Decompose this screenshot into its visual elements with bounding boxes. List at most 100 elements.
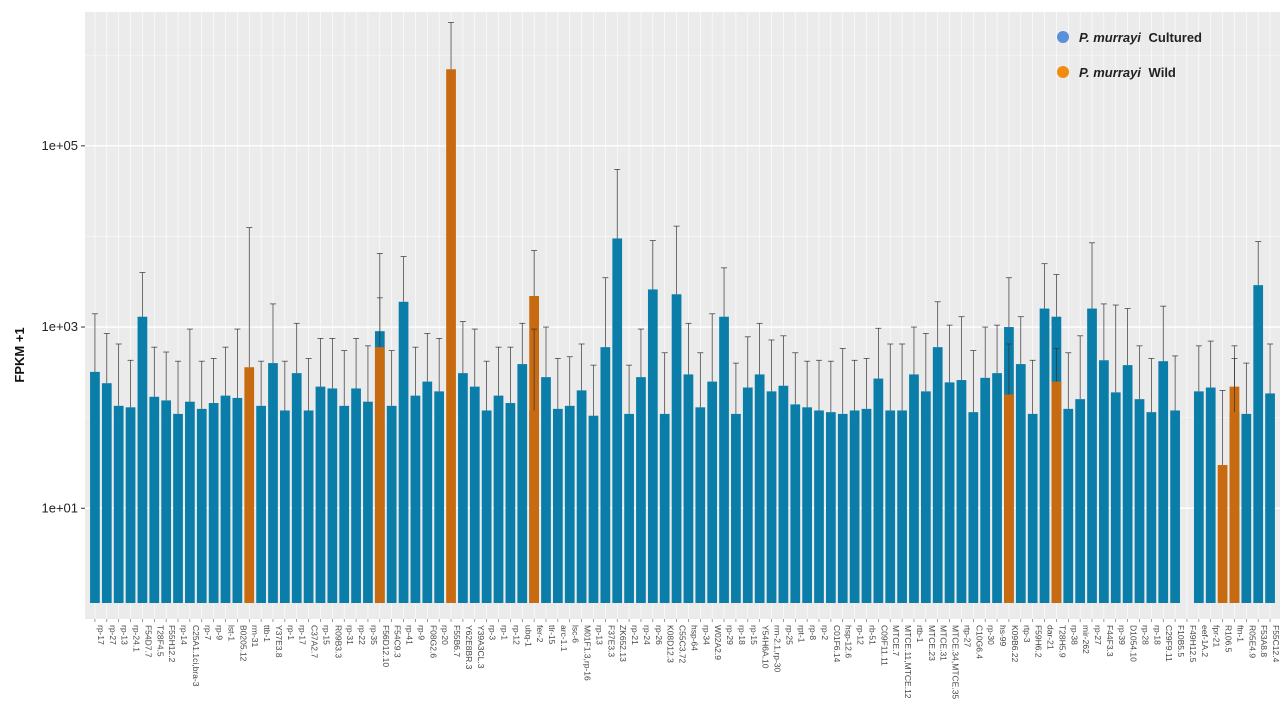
bar-cultured [505,403,516,603]
x-tick-label: rp-20 [440,625,450,645]
x-tick-label: C55C3.72 [678,625,688,664]
x-tick-label: F37E3.3 [606,625,616,657]
x-tick-label: tlr-15 [547,625,557,645]
bar-wild [1004,394,1014,603]
legend: P. murrayi Cultured P. murrayi Wild [1057,30,1202,80]
x-tick-label: rp-13 [594,625,604,645]
bar-cultured [600,347,611,603]
x-tick-label: M01F1.3,rp-16 [583,625,593,681]
x-tick-label: rp-26 [654,625,664,645]
bar-cultured [303,410,314,603]
x-tick-label: rb-51 [867,625,877,645]
bar-cultured [1099,360,1109,603]
bar-cultured [742,387,753,603]
bar-cultured [1063,408,1074,603]
x-tick-label: ubq-1 [523,625,533,647]
x-tick-label: MTCE.34,MTCE.35 [951,625,961,699]
bar-wild [1229,386,1240,603]
bar-cultured [1027,413,1038,603]
y-tick-label: 1e+01 [41,500,78,515]
bar-cultured [1122,365,1133,603]
bar-cultured [778,385,789,603]
x-tick-label: rp-2 [820,625,830,640]
x-tick-label: C10G6.4 [974,625,984,659]
x-tick-label: rrn-2.1,rp-30 [773,625,783,673]
x-tick-label: rtb-1 [915,625,925,643]
x-tick-label: arc-1.1 [559,625,569,652]
bar-cultured [351,388,361,603]
bar-wild [1051,381,1062,603]
bar-cultured [1205,387,1216,603]
bars [90,69,1275,604]
x-tick-label: rp-18 [1152,625,1162,645]
bar-cultured [363,401,373,603]
bar-cultured [1146,412,1157,603]
bar-cultured [256,405,266,603]
x-tick-label: rp-1 [500,625,510,640]
x-tick-label: rp-30 [986,625,996,645]
x-tick-label: rp-9 [215,625,225,640]
bar-cultured [992,373,1002,603]
error-bars [91,22,1274,466]
bar-cultured [849,410,860,603]
x-tick-label: dar-21 [1046,625,1056,650]
bar-cultured [315,386,326,603]
bar-cultured [386,405,397,603]
x-tick-label: rp-35 [369,625,379,645]
bar-cultured [719,316,729,603]
bar-cultured [683,374,694,603]
bar-cultured [220,395,231,603]
bar-cultured [137,316,148,603]
bar-cultured [434,391,445,603]
x-tick-label: rp-28 [1140,625,1150,645]
x-tick-label: Y37E3.8 [274,625,284,658]
x-tick-label: rp-27 [108,625,118,645]
bar-cultured [624,413,634,603]
bar-cultured [1253,285,1264,603]
bar-cultured [1170,410,1180,603]
x-tick-label: K09B6.22 [1010,625,1020,663]
x-tick-label: rp-12 [856,625,866,645]
bar-cultured [161,400,172,603]
x-tick-label: mir-262 [1081,625,1091,654]
bar-cultured [790,404,801,603]
x-tick-label: rtp-27 [962,625,972,647]
x-tick-label: lst-1 [227,625,237,641]
x-tick-label: F08G2.6 [428,625,438,658]
bar-wild [244,367,255,603]
bar-cultured [1039,308,1050,603]
x-tick-label: rp-21 [630,625,640,645]
y-axis-title: FPKM +1 [12,327,27,382]
x-tick-label: rtp-3 [1022,625,1032,643]
x-tick-label: rpt-1 [796,625,806,643]
bar-cultured [731,413,741,603]
x-tick-label: F55C12.4 [1271,625,1281,663]
x-tick-label: T28F4.5 [155,625,165,657]
bar-cultured [861,408,872,603]
x-tick-label: rp-17 [298,625,308,645]
bar-cultured [647,289,658,603]
x-tick-label: F54C9.3 [393,625,403,658]
legend-label-cultured: P. murrayi Cultured [1079,30,1202,45]
x-tick-label: MTCE.31 [939,625,949,661]
x-tick-label: rp-15 [749,625,759,645]
x-tick-label: hs-99 [998,625,1008,647]
bar-cultured [944,382,955,603]
bar-cultured [814,410,824,603]
x-tick-label: T28H5.9 [1057,625,1067,658]
x-tick-label: rp-31 [345,625,355,645]
y-tick-label: 1e+05 [41,138,78,153]
bar-cultured [909,374,919,603]
x-tick-label: MTCE.11,MTCE.12 [903,625,913,699]
legend-label-wild: P. murrayi Wild [1079,65,1176,80]
legend-swatch-cultured [1057,31,1069,43]
bar-cultured [707,381,718,603]
x-tick-label: B0205.12 [238,625,248,662]
bar-cultured [1158,361,1169,603]
x-tick-label: rp-13 [120,625,130,645]
bar-cultured [588,415,599,603]
bar-cultured [268,363,278,603]
bar-cultured [541,377,551,603]
bar-cultured [149,396,160,603]
x-tick-label: rp-24 [642,625,652,645]
